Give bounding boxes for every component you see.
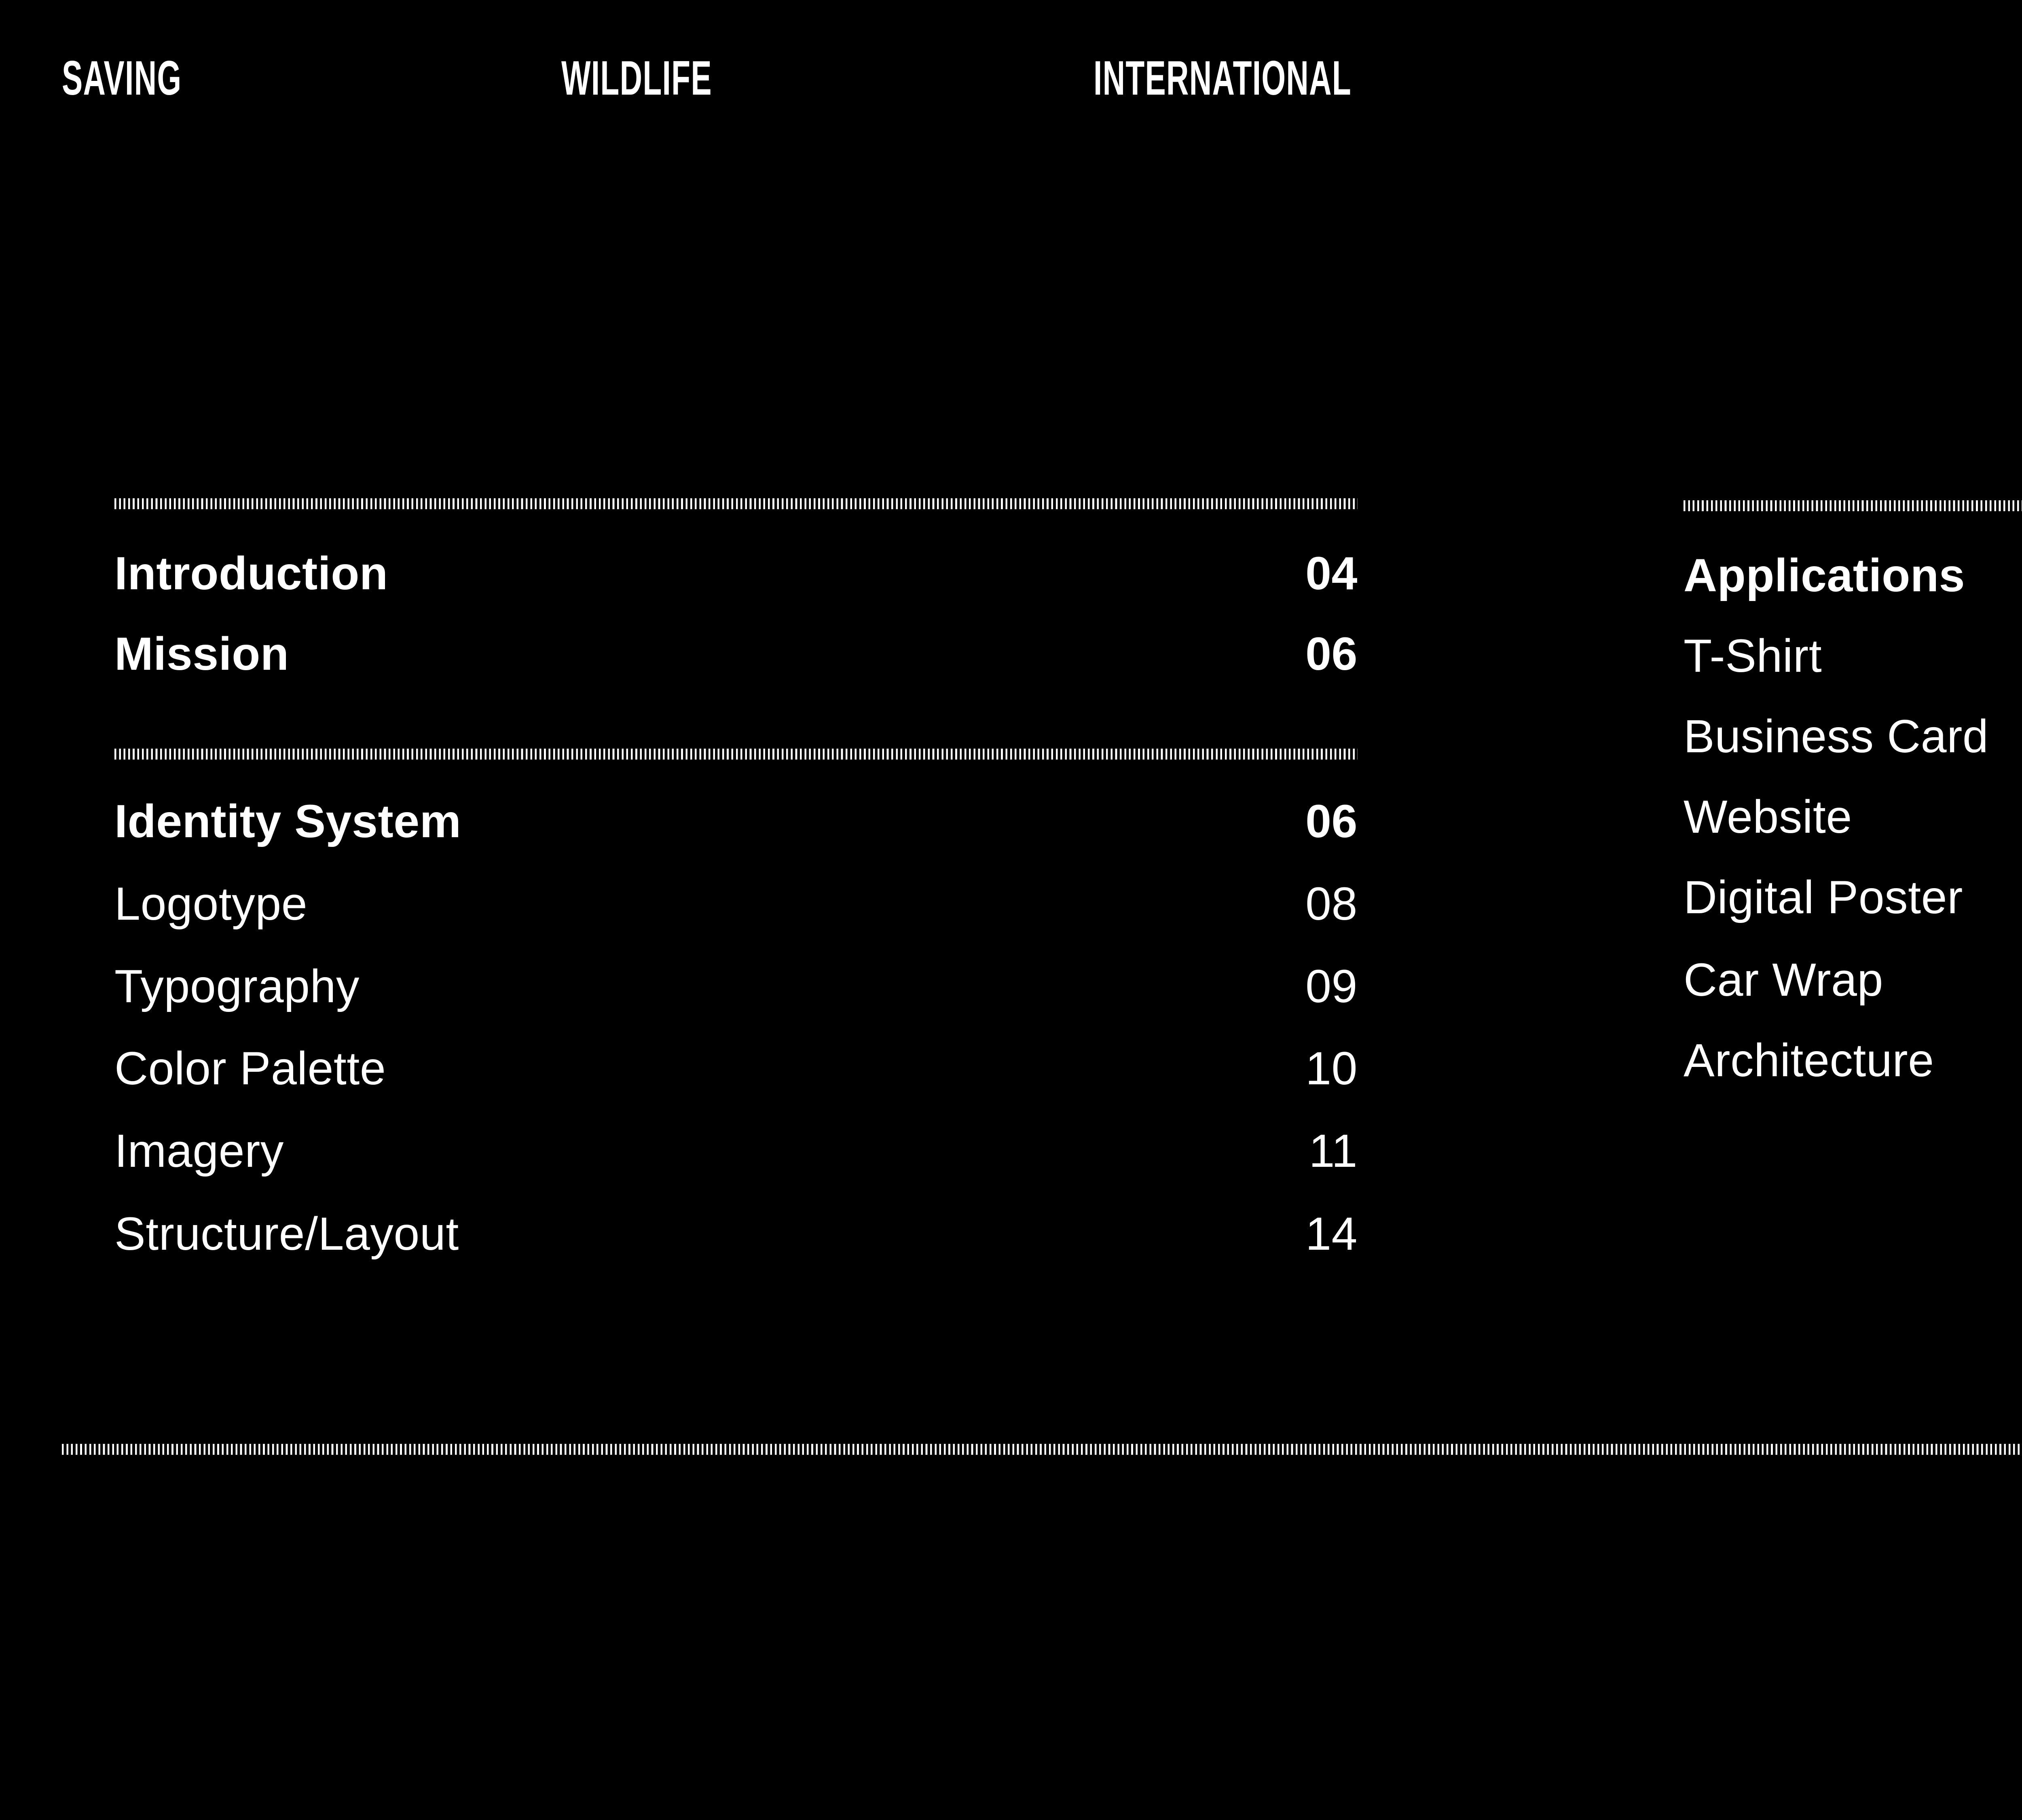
toc-page: 10 bbox=[1305, 1042, 1358, 1094]
toc-label: Applications bbox=[1684, 549, 1965, 601]
header-word-international: INTERNATIONAL bbox=[1093, 51, 1352, 105]
toc-label: Digital Poster bbox=[1684, 871, 1963, 923]
toc-row-typography: Typography 09 bbox=[114, 945, 1358, 1028]
toc-label: Structure/Layout bbox=[114, 1208, 459, 1260]
footer-divider bbox=[62, 1444, 2022, 1455]
toc-page: 14 bbox=[1305, 1208, 1358, 1260]
divider bbox=[1684, 500, 2022, 511]
toc-row-imagery: Imagery 11 bbox=[114, 1110, 1358, 1192]
toc-left-column: Introduction 04 Mission 06 Identity Syst… bbox=[114, 0, 1358, 1820]
toc-label: Website bbox=[1684, 791, 1852, 843]
toc-row-introduction: Introduction 04 bbox=[114, 532, 1358, 615]
divider bbox=[114, 749, 1358, 760]
toc-row-car-wrap: Car Wrap 20 bbox=[1684, 939, 2022, 1021]
toc-page: 06 bbox=[1305, 628, 1358, 680]
toc-page: 04 bbox=[1305, 547, 1358, 599]
header-word-wildlife: WILDLIFE bbox=[561, 51, 712, 105]
header-word-saving: SAVING bbox=[62, 51, 182, 105]
toc-row-mission: Mission 06 bbox=[114, 613, 1358, 695]
toc-row-logotype: Logotype 08 bbox=[114, 863, 1358, 945]
toc-row-identity-system: Identity System 06 bbox=[114, 780, 1358, 863]
toc-right-column: Applications 15 T-Shirt 16 Business Card… bbox=[1684, 0, 2022, 1820]
toc-label: Mission bbox=[114, 628, 289, 680]
toc-label: Architecture bbox=[1684, 1034, 1934, 1086]
toc-label: Introduction bbox=[114, 547, 388, 599]
toc-row-architecture: Architecture 21 bbox=[1684, 1019, 2022, 1102]
toc-label: T-Shirt bbox=[1684, 630, 1822, 682]
toc-label: Color Palette bbox=[114, 1042, 386, 1094]
toc-label: Business Card bbox=[1684, 710, 1989, 762]
toc-page: 06 bbox=[1305, 795, 1358, 847]
toc-row-applications: Applications 15 bbox=[1684, 534, 2022, 617]
toc-label: Typography bbox=[114, 960, 360, 1012]
toc-page: 09 bbox=[1305, 960, 1358, 1012]
toc-label: Imagery bbox=[114, 1125, 284, 1177]
toc-row-structure-layout: Structure/Layout 14 bbox=[114, 1193, 1358, 1275]
toc-label: Car Wrap bbox=[1684, 954, 1883, 1006]
toc-label: Identity System bbox=[114, 795, 461, 847]
toc-label: Logotype bbox=[114, 878, 308, 930]
toc-row-business-card: Business Card 17 bbox=[1684, 695, 2022, 778]
toc-page: 08 bbox=[1305, 878, 1358, 930]
toc-row-tshirt: T-Shirt 16 bbox=[1684, 615, 2022, 697]
toc-row-digital-poster: Digital Poster 19 bbox=[1684, 856, 2022, 939]
toc-row-color-palette: Color Palette 10 bbox=[114, 1027, 1358, 1110]
toc-row-website: Website 18 bbox=[1684, 776, 2022, 858]
divider bbox=[114, 498, 1358, 509]
toc-page: 11 bbox=[1309, 1125, 1358, 1177]
